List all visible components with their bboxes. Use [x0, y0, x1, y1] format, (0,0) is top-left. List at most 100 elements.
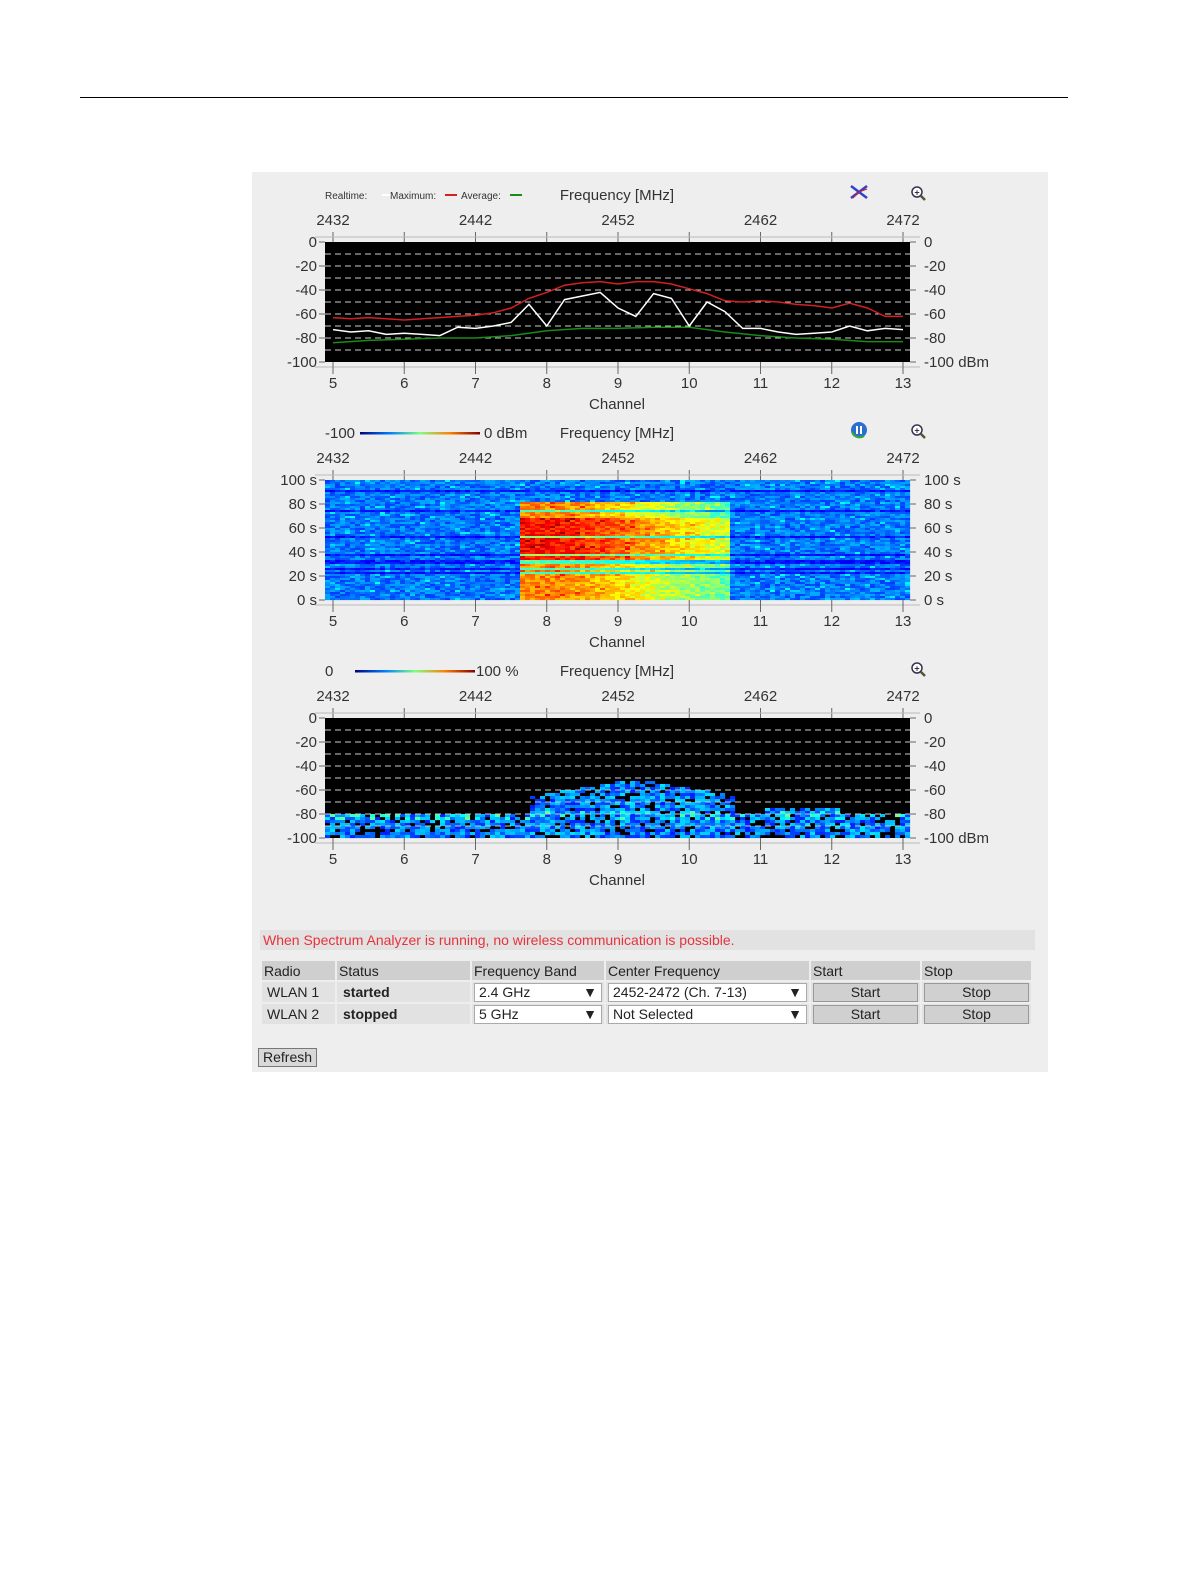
- waterfall-cell: [680, 496, 686, 499]
- zoom-icon[interactable]: +: [911, 424, 926, 439]
- channel-axis-title: Channel: [589, 396, 645, 413]
- waterfall-cell: [775, 510, 781, 513]
- waterfall-cell: [550, 510, 556, 513]
- waterfall-cell: [570, 488, 576, 491]
- waterfall-cell: [750, 526, 756, 529]
- waterfall-cell: [685, 502, 691, 505]
- waterfall-cell: [330, 490, 336, 493]
- waterfall-cell: [825, 534, 831, 537]
- waterfall-cell: [830, 498, 836, 501]
- waterfall-cell: [590, 504, 596, 507]
- waterfall-cell: [690, 490, 696, 493]
- pause-icon[interactable]: [851, 422, 867, 439]
- waterfall-cell: [745, 558, 751, 561]
- waterfall-cell: [740, 524, 746, 527]
- waterfall-cell: [375, 494, 381, 497]
- waterfall-cell: [625, 492, 631, 495]
- waterfall-cell: [530, 540, 536, 543]
- waterfall-cell: [530, 562, 536, 565]
- waterfall-cell: [895, 556, 901, 559]
- waterfall-cell: [615, 502, 621, 505]
- waterfall-cell: [890, 554, 896, 557]
- waterfall-cell: [790, 520, 796, 523]
- waterfall-cell: [770, 502, 776, 505]
- waterfall-cell: [470, 492, 476, 495]
- waterfall-cell: [680, 530, 686, 533]
- waterfall-cell: [425, 526, 431, 529]
- waterfall-cell: [545, 526, 551, 529]
- waterfall-cell: [480, 558, 486, 561]
- waterfall-cell: [665, 486, 671, 489]
- waterfall-cell: [735, 534, 741, 537]
- waterfall-cell: [570, 490, 576, 493]
- waterfall-cell: [375, 510, 381, 513]
- waterfall-cell: [455, 486, 461, 489]
- waterfall-cell: [345, 484, 351, 487]
- waterfall-cell: [780, 560, 786, 563]
- waterfall-cell: [360, 482, 366, 485]
- waterfall-cell: [640, 518, 646, 521]
- zoom-icon[interactable]: +: [911, 186, 926, 201]
- waterfall-cell: [615, 522, 621, 525]
- waterfall-cell: [710, 524, 716, 527]
- waterfall-cell: [520, 560, 526, 563]
- waterfall-cell: [365, 504, 371, 507]
- waterfall-cell: [800, 532, 806, 535]
- waterfall-cell: [835, 542, 841, 545]
- waterfall-cell: [510, 506, 516, 509]
- waterfall-cell: [355, 538, 361, 541]
- waterfall-cell: [335, 526, 341, 529]
- waterfall-cell: [595, 528, 601, 531]
- waterfall-cell: [900, 480, 906, 483]
- waterfall-cell: [725, 516, 731, 519]
- waterfall-cell: [405, 524, 411, 527]
- waterfall-cell: [655, 544, 661, 547]
- waterfall-cell: [775, 516, 781, 519]
- waterfall-cell: [820, 510, 826, 513]
- waterfall-cell: [550, 544, 556, 547]
- waterfall-cell: [815, 492, 821, 495]
- waterfall-cell: [595, 500, 601, 503]
- waterfall-cell: [685, 480, 691, 483]
- waterfall-cell: [335, 494, 341, 497]
- channel-tick-label: 11: [753, 375, 769, 392]
- waterfall-cell: [730, 488, 736, 491]
- waterfall-cell: [405, 552, 411, 555]
- waterfall-cell: [330, 544, 336, 547]
- waterfall-cell: [805, 502, 811, 505]
- waterfall-cell: [750, 532, 756, 535]
- waterfall-cell: [355, 544, 361, 547]
- waterfall-cell: [550, 538, 556, 541]
- waterfall-cell: [530, 546, 536, 549]
- waterfall-cell: [755, 528, 761, 531]
- waterfall-cell: [620, 496, 626, 499]
- waterfall-cell: [350, 558, 356, 561]
- waterfall-cell: [580, 510, 586, 513]
- waterfall-cell: [325, 526, 331, 529]
- waterfall-cell: [760, 534, 766, 537]
- waterfall-cell: [755, 534, 761, 537]
- waterfall-cell: [770, 550, 776, 553]
- waterfall-cell: [605, 480, 611, 483]
- waterfall-cell: [670, 490, 676, 493]
- waterfall-cell: [390, 534, 396, 537]
- waterfall-cell: [845, 522, 851, 525]
- waterfall-cell: [415, 498, 421, 501]
- waterfall-cell: [545, 482, 551, 485]
- waterfall-cell: [810, 496, 816, 499]
- waterfall-cell: [475, 496, 481, 499]
- waterfall-cell: [900, 508, 906, 511]
- waterfall-cell: [640, 550, 646, 553]
- waterfall-cell: [580, 546, 586, 549]
- waterfall-cell: [770, 524, 776, 527]
- waterfall-cell: [720, 526, 726, 529]
- waterfall-cell: [750, 520, 756, 523]
- waterfall-cell: [895, 524, 901, 527]
- waterfall-cell: [545, 496, 551, 499]
- reset-max-icon[interactable]: [850, 185, 868, 199]
- waterfall-cell: [345, 556, 351, 559]
- waterfall-cell: [735, 542, 741, 545]
- waterfall-cell: [790, 544, 796, 547]
- waterfall-cell: [760, 526, 766, 529]
- waterfall-cell: [465, 550, 471, 553]
